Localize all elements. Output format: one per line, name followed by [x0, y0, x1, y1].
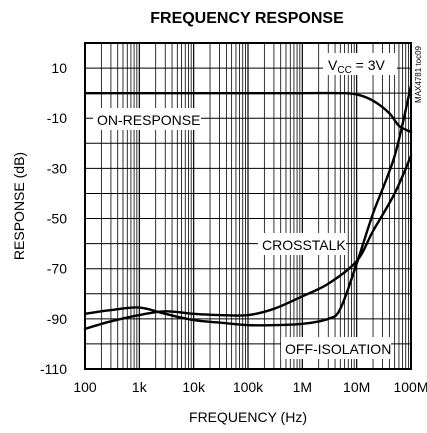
crosstalk-curve	[83, 154, 413, 331]
x-tick-label: 100	[73, 379, 97, 395]
y-axis-label: RESPONSE (dB)	[11, 152, 27, 260]
x-tick-label: 100k	[233, 379, 264, 395]
plot-frame	[84, 42, 412, 370]
figure-id: MAX4781 toc09	[414, 45, 423, 102]
x-tick-label: 10k	[182, 379, 206, 395]
y-tick-label: -110	[40, 361, 67, 377]
on-response-label-bg	[93, 108, 201, 130]
y-tick-label: -90	[47, 311, 67, 327]
crosstalk-label-bg	[258, 233, 346, 255]
on-response-label: ON-RESPONSE	[97, 112, 200, 128]
grid	[85, 43, 411, 369]
y-tick-label: 10	[51, 60, 67, 76]
x-tick-label: 100M	[393, 379, 427, 395]
crosstalk-label: CROSSTALK	[262, 237, 346, 253]
x-axis-label: FREQUENCY (Hz)	[189, 409, 307, 425]
off-isolation-label-bg	[281, 337, 391, 359]
vcc-label-bg	[323, 53, 397, 75]
x-tick-label: 1k	[132, 379, 148, 395]
x-tick-label: 10M	[343, 379, 370, 395]
chart-title: FREQUENCY RESPONSE	[150, 10, 344, 27]
y-tick-label: -10	[47, 110, 67, 126]
off-isolation-curve	[83, 84, 413, 327]
on-response-curve	[83, 91, 413, 134]
y-tick-label: -70	[47, 261, 67, 277]
vcc-label: VCC = 3V	[328, 57, 386, 76]
off-isolation-label: OFF-ISOLATION	[285, 341, 391, 357]
y-tick-label: -30	[47, 160, 67, 176]
curves	[83, 84, 413, 331]
tick-labels: 100 1k 10k 100k 1M 10M 100M 10 -10 -30 -50 -70 -90 -1…	[40, 60, 427, 395]
x-tick-label: 1M	[293, 379, 312, 395]
y-tick-label: -50	[47, 211, 67, 227]
